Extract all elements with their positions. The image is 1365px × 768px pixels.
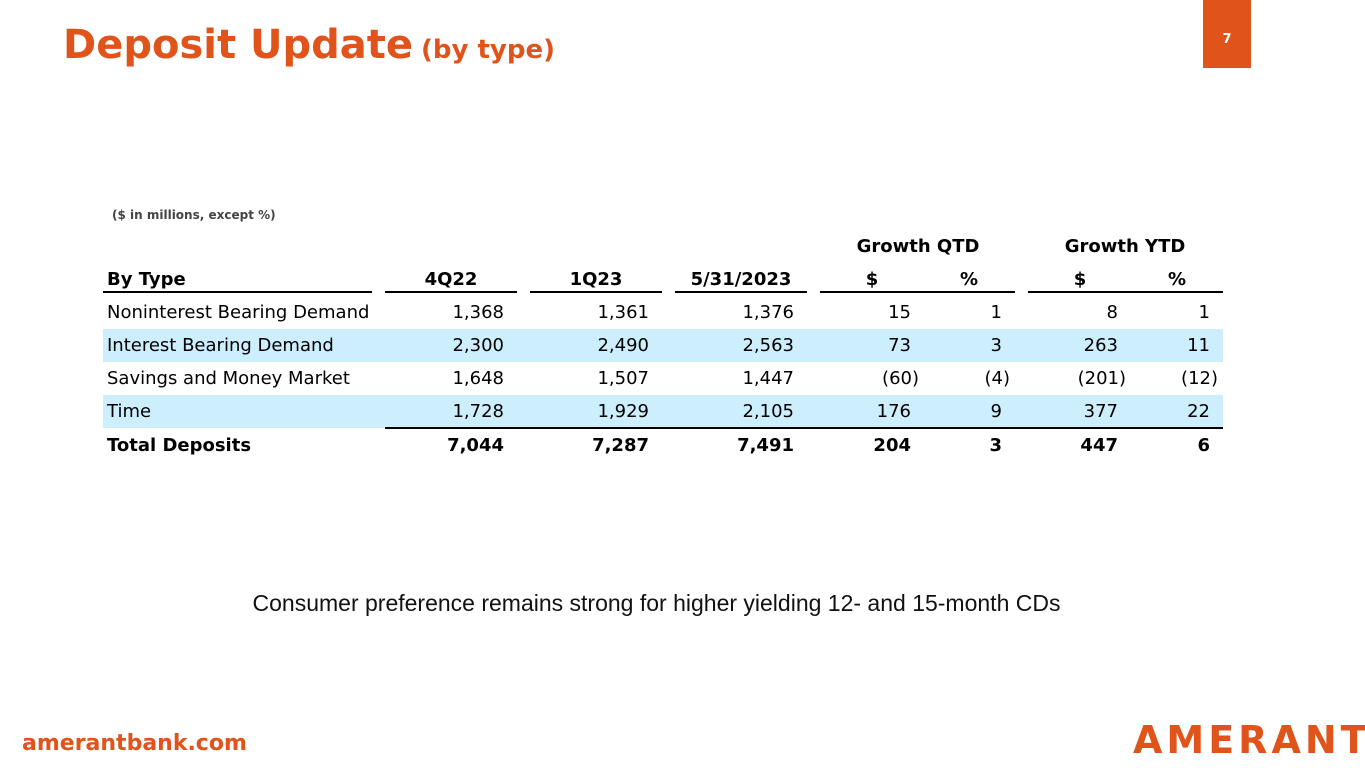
row-shade [103,329,1223,362]
cell-value: 3 [989,435,1002,456]
column-header: % [959,269,979,290]
cell-value: 9 [990,401,1002,422]
cell-value: 1,507 [597,368,649,389]
column-header: % [1167,269,1187,290]
cell-value: 1 [1198,302,1210,323]
cell-value: 447 [1080,435,1118,456]
header-rule [675,291,807,293]
row-label: Total Deposits [107,435,252,456]
cell-value: 2,490 [597,335,649,356]
cell-value: 1,929 [597,401,649,422]
header-rule [103,291,372,293]
group-header: Growth QTD [856,236,980,257]
cell-value: 1 [990,302,1002,323]
cell-value: 1,728 [452,401,504,422]
cell-value: 263 [1083,335,1118,356]
cell-value: 7,287 [592,435,649,456]
caption: Consumer preference remains strong for h… [252,590,1061,616]
cell-value: 7,044 [447,435,504,456]
subtitle: (by type) [421,35,555,65]
cell-value: 377 [1083,401,1118,422]
cell-value: 3 [990,335,1002,356]
cell-value: (4) [984,368,1011,389]
title-text: Deposit Update [63,22,413,68]
group-header: Growth YTD [1064,236,1186,257]
row-label: Time [107,401,152,422]
row-label: Savings and Money Market [107,368,350,389]
page-number: 7 [1203,0,1251,68]
cell-value: 11 [1187,335,1210,356]
cell-value: 1,648 [452,368,504,389]
cell-value: 2,105 [742,401,794,422]
cell-value: 8 [1106,302,1118,323]
header-rule [1028,291,1223,293]
slide-title: Deposit Update (by type) [63,22,555,68]
column-header: By Type [107,269,186,290]
cell-value: 7,491 [737,435,794,456]
row-label: Noninterest Bearing Demand [107,302,370,323]
cell-value: 15 [888,302,911,323]
header-rule [530,291,662,293]
column-header: 1Q23 [569,269,623,290]
cell-value: 1,368 [452,302,504,323]
logo: AMERANT [1133,718,1365,762]
column-header: 4Q22 [424,269,478,290]
column-header: $ [865,269,879,290]
header-rule [385,291,517,293]
cell-value: (60) [882,368,919,389]
cell-value: 1,361 [597,302,649,323]
header-rule [820,291,1015,293]
row-label: Interest Bearing Demand [107,335,334,356]
cell-value: 2,300 [452,335,504,356]
cell-value: 1,447 [742,368,794,389]
website: amerantbank.com [22,731,247,756]
column-header: 5/31/2023 [690,269,792,290]
cell-value: 176 [876,401,911,422]
cell-value: 2,563 [742,335,794,356]
cell-value: 6 [1197,435,1210,456]
row-shade [103,395,1223,428]
cell-value: 22 [1187,401,1210,422]
column-header: $ [1073,269,1087,290]
cell-value: (12) [1181,368,1218,389]
cell-value: 73 [888,335,911,356]
table-note: ($ in millions, except %) [112,208,276,222]
cell-value: 1,376 [742,302,794,323]
cell-value: 204 [873,435,911,456]
total-rule [385,427,1223,429]
cell-value: (201) [1077,368,1126,389]
